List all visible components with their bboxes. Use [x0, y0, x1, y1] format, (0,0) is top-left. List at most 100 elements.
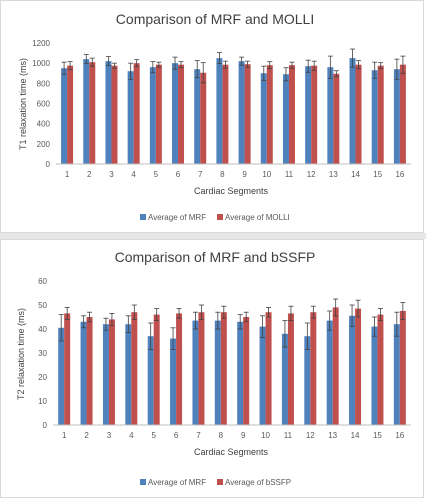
- y-tick-label: 30: [38, 349, 47, 358]
- bar-reference: [222, 64, 229, 164]
- bar-mrf: [194, 69, 201, 164]
- chart-title: Comparison of MRF and MOLLI: [116, 11, 314, 27]
- x-tick-label: 2: [84, 431, 89, 440]
- y-tick-label: 1200: [32, 39, 50, 48]
- bar-mrf: [327, 67, 334, 164]
- bar-reference: [64, 313, 71, 425]
- bar-reference: [153, 314, 160, 425]
- t2-chart-panel: Comparison of MRF and bSSFP T2 relaxatio…: [0, 239, 424, 498]
- x-tick-label: 13: [328, 431, 337, 440]
- bar-reference: [178, 64, 185, 164]
- bar-mrf: [61, 68, 68, 164]
- x-tick-label: 8: [220, 170, 225, 179]
- x-tick-label: 10: [261, 431, 270, 440]
- x-tick-label: 5: [151, 431, 156, 440]
- legend-label-mrf: Average of MRF: [148, 478, 206, 487]
- x-tick-label: 3: [109, 170, 114, 179]
- legend-label-molli: Average of MOLLI: [225, 213, 290, 222]
- bar-reference: [265, 312, 272, 425]
- bar-mrf: [238, 61, 245, 164]
- x-tick-label: 15: [373, 431, 382, 440]
- bar-mrf: [349, 315, 356, 425]
- bar-reference: [155, 64, 162, 164]
- y-tick-label: 200: [37, 140, 51, 149]
- bar-reference: [176, 313, 183, 425]
- bar-reference: [200, 72, 207, 164]
- x-tick-label: 4: [131, 170, 136, 179]
- x-tick-label: 16: [395, 170, 404, 179]
- bar-reference: [287, 313, 294, 425]
- bar-mrf: [260, 73, 267, 164]
- bar-mrf: [80, 321, 87, 425]
- bar-mrf: [83, 59, 90, 165]
- bar-mrf: [172, 63, 179, 164]
- legend-swatch-mrf: [140, 479, 146, 485]
- y-tick-label: 1000: [32, 59, 50, 68]
- x-tick-label: 8: [219, 431, 224, 440]
- t1-chart-panel: Comparison of MRF and MOLLI T1 relaxatio…: [0, 0, 424, 233]
- bar-mrf: [192, 320, 199, 425]
- legend: Average of MRF Average of MOLLI: [140, 213, 290, 222]
- bar-reference: [243, 317, 250, 425]
- bar-mrf: [105, 61, 112, 164]
- x-tick-label: 4: [129, 431, 134, 440]
- y-tick-label: 600: [37, 100, 51, 109]
- x-tick-label: 16: [395, 431, 404, 440]
- x-axis-title: Cardiac Segments: [194, 447, 269, 457]
- bar-reference: [67, 65, 74, 164]
- t1-chart: Comparison of MRF and MOLLI T1 relaxatio…: [18, 11, 411, 222]
- y-tick-label: 40: [38, 325, 47, 334]
- bar-reference: [333, 73, 340, 164]
- x-tick-label: 11: [285, 170, 294, 179]
- bar-mrf: [304, 336, 311, 425]
- y-tick-label: 400: [37, 120, 51, 129]
- legend-swatch-molli: [217, 214, 223, 220]
- x-tick-label: 14: [351, 431, 360, 440]
- x-tick-label: 9: [242, 170, 247, 179]
- bar-reference: [89, 62, 96, 164]
- y-tick-label: 20: [38, 373, 47, 382]
- bar-reference: [266, 65, 273, 164]
- x-axis-title: Cardiac Segments: [194, 186, 269, 196]
- x-tick-label: 7: [196, 431, 201, 440]
- bar-mrf: [147, 336, 154, 425]
- bar-mrf: [58, 327, 65, 425]
- bar-mrf: [371, 326, 378, 425]
- bar-mrf: [125, 324, 132, 425]
- y-tick-label: 10: [38, 397, 47, 406]
- bar-reference: [220, 312, 227, 425]
- bar-mrf: [281, 333, 288, 425]
- t2-chart: Comparison of MRF and bSSFP T2 relaxatio…: [16, 249, 411, 487]
- x-tick-label: 11: [284, 431, 293, 440]
- legend-label-mrf: Average of MRF: [148, 213, 206, 222]
- bar-mrf: [149, 67, 156, 164]
- x-tick-label: 12: [306, 431, 315, 440]
- y-axis-title: T2 relaxation time (ms): [16, 308, 26, 400]
- bar-reference: [355, 308, 362, 425]
- bar-mrf: [282, 74, 289, 164]
- bar-reference: [355, 64, 362, 164]
- y-tick-label: 60: [38, 277, 47, 286]
- bar-mrf: [393, 324, 400, 425]
- x-tick-label: 1: [62, 431, 67, 440]
- bar-reference: [244, 64, 251, 164]
- x-tick-label: 6: [176, 170, 181, 179]
- bar-mrf: [214, 320, 221, 425]
- bar-reference: [311, 65, 318, 164]
- legend: Average of MRF Average of bSSFP: [140, 478, 291, 487]
- y-tick-label: 50: [38, 301, 47, 310]
- x-tick-label: 9: [241, 431, 246, 440]
- x-tick-label: 13: [329, 170, 338, 179]
- legend-swatch-mrf: [140, 214, 146, 220]
- x-tick-label: 3: [107, 431, 112, 440]
- x-tick-label: 12: [307, 170, 316, 179]
- y-tick-label: 800: [37, 79, 51, 88]
- bar-reference: [332, 307, 339, 425]
- x-tick-label: 15: [373, 170, 382, 179]
- x-tick-label: 1: [65, 170, 70, 179]
- bar-reference: [131, 312, 138, 425]
- legend-swatch-bssfp: [217, 479, 223, 485]
- bar-reference: [111, 65, 118, 164]
- bar-mrf: [371, 70, 378, 164]
